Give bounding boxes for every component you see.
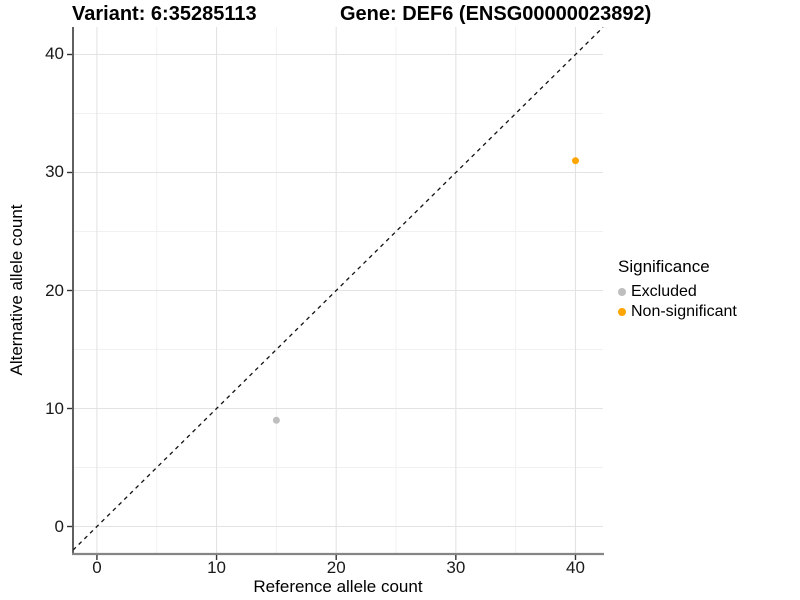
x-tick-label: 0 bbox=[92, 558, 102, 577]
y-axis-title: Alternative allele count bbox=[7, 204, 26, 376]
data-point-excluded bbox=[272, 416, 280, 424]
legend-key-non-significant-dot-icon bbox=[618, 308, 626, 316]
plot-title-gene: Gene: DEF6 (ENSG00000023892) bbox=[340, 3, 652, 25]
y-tick-label: 30 bbox=[45, 162, 64, 182]
y-tick-label: 20 bbox=[45, 280, 64, 300]
plot-title-variant: Variant: 6:35285113 bbox=[72, 3, 257, 25]
x-tick-label: 10 bbox=[207, 558, 227, 577]
x-tick-label: 30 bbox=[446, 558, 466, 577]
x-tick-label: 40 bbox=[566, 558, 585, 577]
data-point-non-significant bbox=[571, 157, 579, 165]
legend-item-excluded-label: Excluded bbox=[631, 283, 697, 300]
identity-dashed-line bbox=[72, 26, 604, 551]
legend-title: Significance bbox=[618, 257, 710, 276]
y-tick-label: 40 bbox=[45, 44, 64, 64]
legend-item-excluded: Excluded bbox=[618, 282, 737, 302]
legend-item-non-significant-label: Non-significant bbox=[631, 303, 737, 320]
y-tick-label: 10 bbox=[45, 398, 64, 418]
legend: Significance Excluded Non-significant bbox=[618, 257, 737, 322]
x-tick-label: 20 bbox=[326, 558, 346, 577]
legend-item-non-significant: Non-significant bbox=[618, 302, 737, 322]
legend-key-excluded-dot-icon bbox=[618, 288, 626, 296]
y-tick-label: 0 bbox=[54, 516, 64, 536]
x-axis-title: Reference allele count bbox=[253, 577, 423, 596]
